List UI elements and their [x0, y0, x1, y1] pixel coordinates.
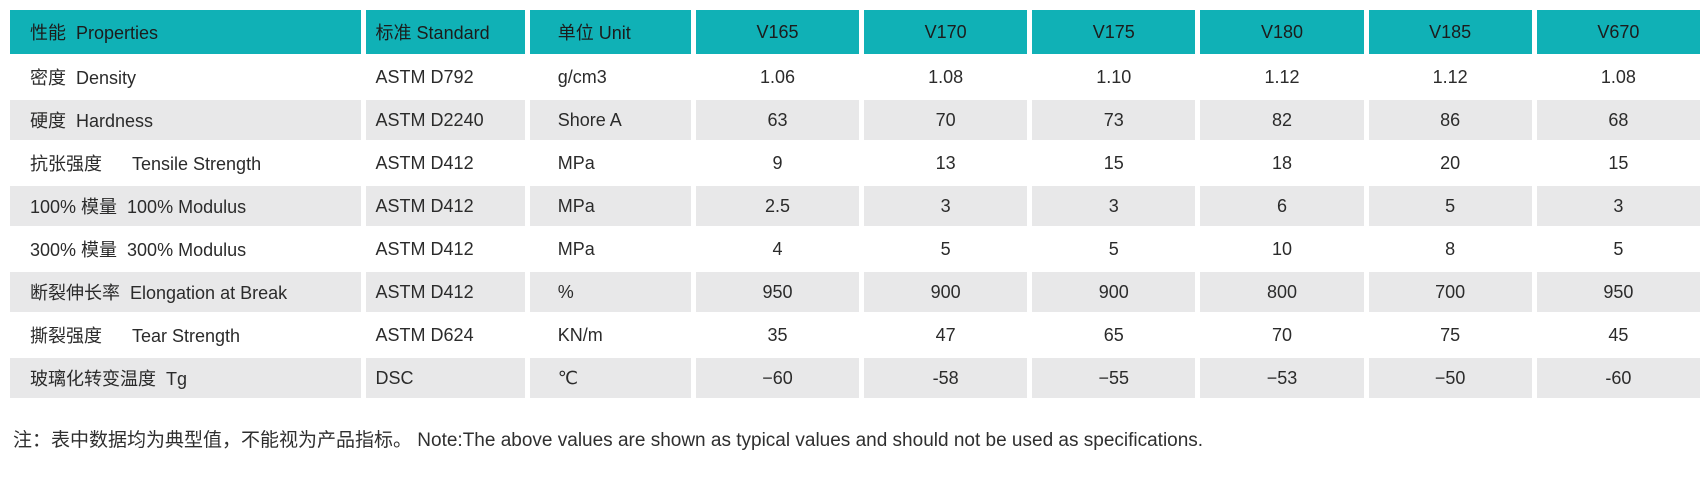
value-cell: 8 — [1368, 229, 1532, 269]
value-cell: 3 — [864, 186, 1028, 226]
value-cell: 4 — [695, 229, 860, 269]
value-cell: 82 — [1200, 100, 1364, 140]
table-row-density: 密度 Density ASTM D792 g/cm3 1.06 1.08 1.1… — [10, 57, 1700, 97]
value-cell: 15 — [1032, 143, 1196, 183]
value-cell: 3 — [1536, 186, 1700, 226]
value-cell: 5 — [1032, 229, 1196, 269]
value-cell: 20 — [1368, 143, 1532, 183]
property-cell: 300% 模量 300% Modulus — [10, 229, 361, 269]
footnote: 注：表中数据均为典型值，不能视为产品指标。 Note:The above val… — [13, 430, 1204, 451]
table-row-tear-strength: 撕裂强度 Tear Strength ASTM D624 KN/m 35 47 … — [10, 315, 1700, 355]
value-cell: −60 — [695, 358, 860, 398]
value-cell: 86 — [1368, 100, 1532, 140]
value-cell: 1.06 — [695, 57, 860, 97]
value-cell: 5 — [1368, 186, 1532, 226]
standard-cell: DSC — [365, 358, 525, 398]
value-cell: 13 — [864, 143, 1028, 183]
value-cell: 35 — [695, 315, 860, 355]
value-cell: 950 — [695, 272, 860, 312]
value-cell: −50 — [1368, 358, 1532, 398]
column-header-v170: V170 — [864, 10, 1028, 54]
value-cell: -58 — [864, 358, 1028, 398]
value-cell: 6 — [1200, 186, 1364, 226]
table-row-300-modulus: 300% 模量 300% Modulus ASTM D412 MPa 4 5 5… — [10, 229, 1700, 269]
table-row-100-modulus: 100% 模量 100% Modulus ASTM D412 MPa 2.5 3… — [10, 186, 1700, 226]
value-cell: 65 — [1032, 315, 1196, 355]
value-cell: 950 — [1536, 272, 1700, 312]
unit-cell: MPa — [529, 143, 691, 183]
property-cell: 密度 Density — [10, 57, 361, 97]
property-cell: 100% 模量 100% Modulus — [10, 186, 361, 226]
column-header-v175: V175 — [1032, 10, 1196, 54]
unit-cell: g/cm3 — [529, 57, 691, 97]
column-header-v670: V670 — [1536, 10, 1700, 54]
column-header-properties: 性能 Properties — [10, 10, 361, 54]
value-cell: 9 — [695, 143, 860, 183]
property-cell: 抗张强度 Tensile Strength — [10, 143, 361, 183]
value-cell: 47 — [864, 315, 1028, 355]
value-cell: 68 — [1536, 100, 1700, 140]
value-cell: 900 — [1032, 272, 1196, 312]
value-cell: 73 — [1032, 100, 1196, 140]
value-cell: -60 — [1536, 358, 1700, 398]
value-cell: 70 — [864, 100, 1028, 140]
value-cell: 5 — [1536, 229, 1700, 269]
unit-cell: KN/m — [529, 315, 691, 355]
standard-cell: ASTM D412 — [365, 186, 525, 226]
table-row-tensile-strength: 抗张强度 Tensile Strength ASTM D412 MPa 9 13… — [10, 143, 1700, 183]
table-row-elongation: 断裂伸长率 Elongation at Break ASTM D412 % 95… — [10, 272, 1700, 312]
table-row-tg: 玻璃化转变温度 Tg DSC ℃ −60 -58 −55 −53 −50 -60 — [10, 358, 1700, 398]
value-cell: −53 — [1200, 358, 1364, 398]
value-cell: −55 — [1032, 358, 1196, 398]
standard-cell: ASTM D792 — [365, 57, 525, 97]
value-cell: 45 — [1536, 315, 1700, 355]
value-cell: 70 — [1200, 315, 1364, 355]
property-cell: 撕裂强度 Tear Strength — [10, 315, 361, 355]
value-cell: 900 — [864, 272, 1028, 312]
value-cell: 1.10 — [1032, 57, 1196, 97]
value-cell: 63 — [695, 100, 860, 140]
standard-cell: ASTM D624 — [365, 315, 525, 355]
value-cell: 18 — [1200, 143, 1364, 183]
column-header-unit: 单位 Unit — [529, 10, 691, 54]
header-row: 性能 Properties 标准 Standard 单位 Unit V165 V… — [10, 10, 1700, 54]
column-header-standard: 标准 Standard — [365, 10, 525, 54]
value-cell: 1.12 — [1200, 57, 1364, 97]
value-cell: 10 — [1200, 229, 1364, 269]
column-header-v165: V165 — [695, 10, 860, 54]
value-cell: 1.08 — [864, 57, 1028, 97]
unit-cell: MPa — [529, 229, 691, 269]
value-cell: 75 — [1368, 315, 1532, 355]
unit-cell: MPa — [529, 186, 691, 226]
value-cell: 15 — [1536, 143, 1700, 183]
value-cell: 3 — [1032, 186, 1196, 226]
value-cell: 1.12 — [1368, 57, 1532, 97]
standard-cell: ASTM D2240 — [365, 100, 525, 140]
standard-cell: ASTM D412 — [365, 272, 525, 312]
column-header-v185: V185 — [1368, 10, 1532, 54]
column-header-v180: V180 — [1200, 10, 1364, 54]
unit-cell: Shore A — [529, 100, 691, 140]
value-cell: 700 — [1368, 272, 1532, 312]
value-cell: 2.5 — [695, 186, 860, 226]
property-cell: 玻璃化转变温度 Tg — [10, 358, 361, 398]
unit-cell: % — [529, 272, 691, 312]
property-cell: 硬度 Hardness — [10, 100, 361, 140]
property-cell: 断裂伸长率 Elongation at Break — [10, 272, 361, 312]
unit-cell: ℃ — [529, 358, 691, 398]
table-row-hardness: 硬度 Hardness ASTM D2240 Shore A 63 70 73 … — [10, 100, 1700, 140]
value-cell: 5 — [864, 229, 1028, 269]
value-cell: 1.08 — [1536, 57, 1700, 97]
properties-table: 性能 Properties 标准 Standard 单位 Unit V165 V… — [5, 7, 1705, 401]
standard-cell: ASTM D412 — [365, 143, 525, 183]
standard-cell: ASTM D412 — [365, 229, 525, 269]
value-cell: 800 — [1200, 272, 1364, 312]
